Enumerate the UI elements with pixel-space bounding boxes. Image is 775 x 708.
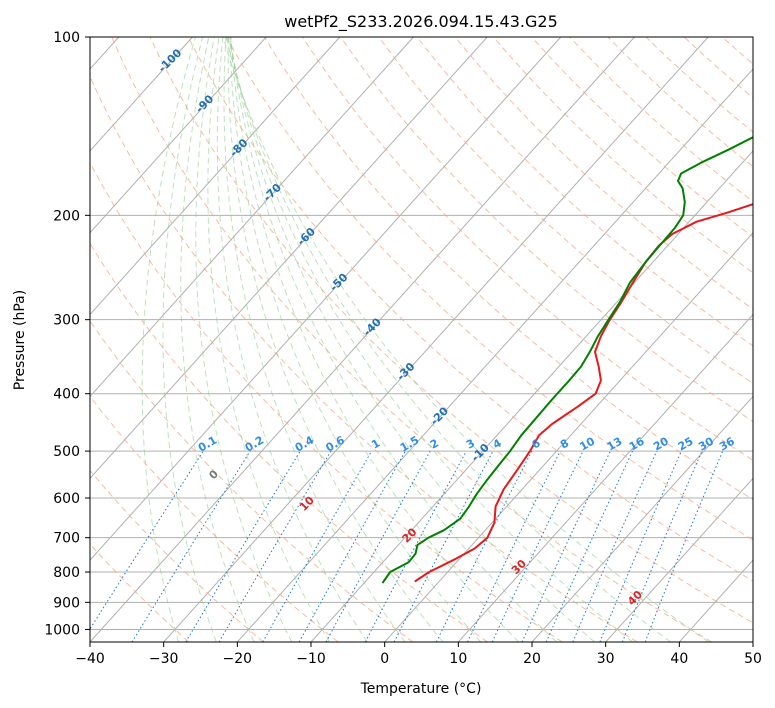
y-tick-label: 800 xyxy=(53,565,80,581)
x-tick-label: 40 xyxy=(670,651,688,667)
isotherm-line xyxy=(90,37,635,642)
isotherm-line xyxy=(90,37,193,152)
dry-adiabat-line xyxy=(90,395,339,642)
moist-adiabat-line xyxy=(230,37,557,642)
background-lines xyxy=(90,37,753,642)
y-tick-label: 300 xyxy=(53,313,80,329)
x-tick-label: 0 xyxy=(380,651,389,667)
x-tick-label: 20 xyxy=(523,651,541,667)
mixing-ratio-line xyxy=(599,450,682,642)
isotherm-line xyxy=(90,37,341,316)
moist-adiabat-line xyxy=(227,37,444,642)
temperature-profile-line xyxy=(414,203,753,583)
chart-title: wetPf2_S233.2026.094.15.43.G25 xyxy=(284,12,558,32)
isotherm-line xyxy=(457,313,753,642)
moist-adiabat-line xyxy=(162,37,217,642)
x-axis-ticks: −40 −30 −20 −10 0 10 20 30 40 50 xyxy=(75,642,762,667)
dry-adiabat-line xyxy=(90,75,638,642)
isotherm-line xyxy=(90,37,562,561)
moist-adiabat-line xyxy=(225,37,671,642)
y-tick-label: 600 xyxy=(53,491,80,507)
y-tick-label: 900 xyxy=(53,595,80,611)
dry-adiabat-line xyxy=(416,37,753,347)
mixing-ratio-line xyxy=(131,450,251,642)
isotherm-line xyxy=(310,150,753,642)
isotherm-line xyxy=(384,232,753,642)
dry-adiabat-line xyxy=(90,161,563,642)
mixing-ratio-line xyxy=(298,450,406,642)
moist-adiabat-line xyxy=(227,37,633,642)
isotherm-line xyxy=(605,477,753,642)
moist-adiabat-line xyxy=(195,37,293,642)
dry-adiabat-line xyxy=(340,37,753,423)
moist-adiabat-line xyxy=(229,37,482,642)
dry-adiabat-line xyxy=(378,37,753,384)
dry-adiabat-line xyxy=(90,242,488,642)
mixing-ratio-line xyxy=(185,450,301,642)
moist-adiabat-line xyxy=(223,37,406,642)
dry-adiabat-line xyxy=(90,320,414,642)
dry-adiabat-line xyxy=(111,37,712,642)
x-tick-label: −10 xyxy=(296,651,326,667)
moist-adiabat-line xyxy=(207,37,330,642)
y-tick-label: 500 xyxy=(53,444,80,460)
x-axis-label: Temperature (°C) xyxy=(360,681,482,697)
y-tick-label: 400 xyxy=(53,387,80,403)
x-tick-label: −30 xyxy=(149,651,179,667)
mixing-ratio-line xyxy=(218,450,332,642)
mixing-ratio-line xyxy=(262,450,373,642)
dry-adiabat-line xyxy=(607,37,753,168)
dry-adiabat-line xyxy=(149,37,753,624)
plot-area xyxy=(90,37,753,642)
isotherm-line xyxy=(90,37,414,398)
moist-adiabat-line xyxy=(141,37,196,642)
mixing-ratio-line xyxy=(467,450,561,642)
moist-adiabat-line xyxy=(216,37,368,642)
isotherm-line xyxy=(90,37,488,480)
isotherm-line xyxy=(90,37,267,234)
dewpoint-profile-line xyxy=(381,136,753,584)
dry-adiabat-line xyxy=(454,37,753,310)
y-tick-label: 1000 xyxy=(44,622,80,638)
x-tick-label: 10 xyxy=(449,651,467,667)
mixing-ratio-line xyxy=(545,450,633,642)
mixing-ratio-line xyxy=(325,450,431,642)
y-axis-label: Pressure (hPa) xyxy=(12,290,28,390)
x-tick-label: −40 xyxy=(75,651,105,667)
isotherm-line xyxy=(163,37,709,642)
dry-adiabat-line xyxy=(493,37,753,274)
dry-adiabat-line xyxy=(225,37,753,541)
mixing-ratio-line xyxy=(90,450,204,630)
x-tick-label: 30 xyxy=(597,651,615,667)
dry-adiabat-line xyxy=(264,37,753,501)
moist-adiabat-line xyxy=(230,37,520,642)
x-tick-label: −20 xyxy=(223,651,253,667)
isotherm-line xyxy=(531,395,753,642)
mixing-ratio-line xyxy=(521,450,611,642)
mixing-ratio-line xyxy=(621,450,703,642)
x-tick-label: 50 xyxy=(744,651,762,667)
y-tick-label: 700 xyxy=(53,531,80,547)
isotherm-line xyxy=(236,68,753,642)
y-axis-ticks: 100 200 300 400 500 600 700 800 900 1000 xyxy=(44,30,90,638)
y-tick-label: 200 xyxy=(53,208,80,224)
y-tick-label: 100 xyxy=(53,30,80,46)
moist-adiabat-line xyxy=(222,37,709,642)
mixing-ratio-line xyxy=(491,450,584,642)
plot-frame xyxy=(89,36,754,643)
sounding-profiles xyxy=(381,136,753,584)
isotherm-line xyxy=(752,641,753,642)
moist-adiabat-line xyxy=(180,37,255,642)
